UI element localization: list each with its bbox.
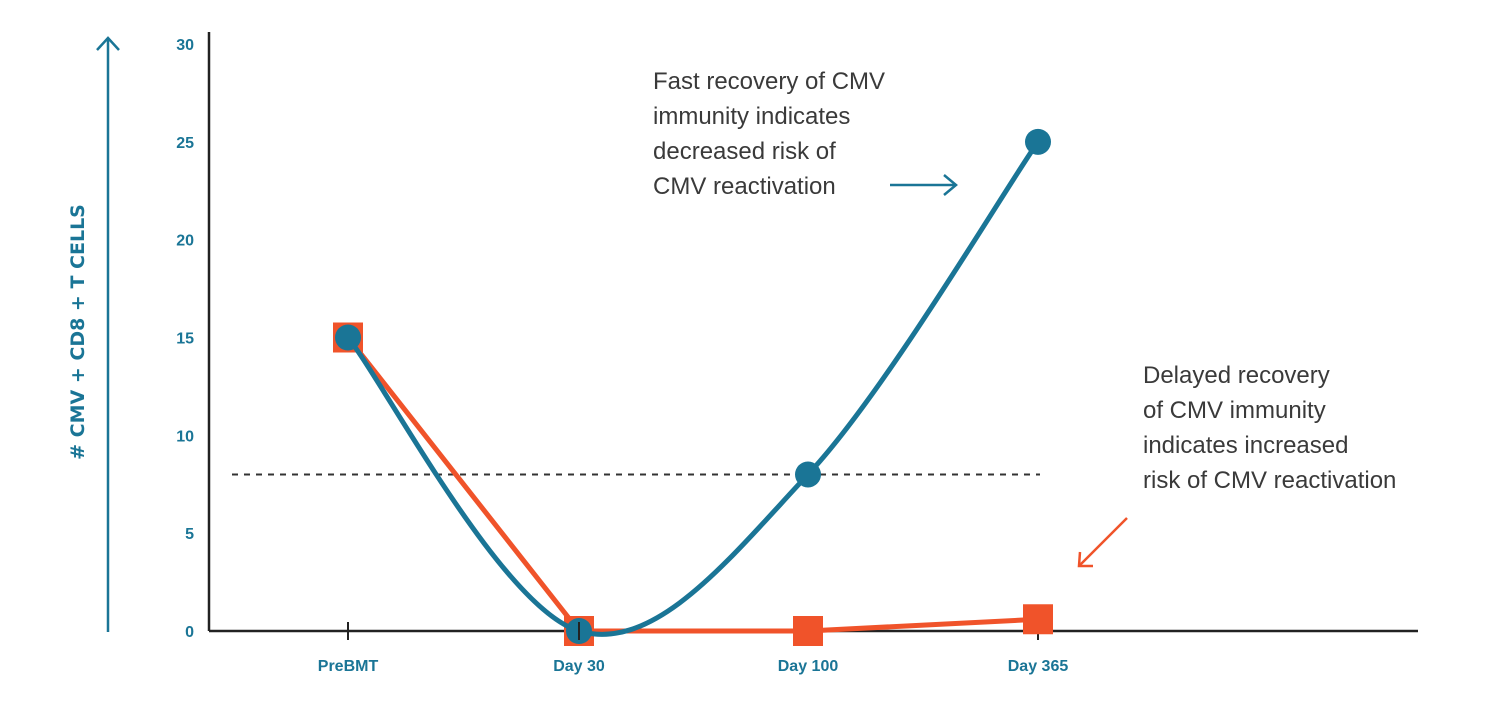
annotation-fast-line: CMV reactivation [653,173,836,200]
series-line-delayed [346,335,1039,634]
x-tick-label: PreBMT [318,658,379,675]
x-tick-label: Day 365 [1008,658,1069,675]
x-tick-label: Day 100 [778,658,839,675]
y-tick-labels: 0 5 10 15 20 25 30 [176,37,194,641]
annotation-fast-line: decreased risk of [653,138,836,165]
arrow-right-icon [890,174,958,196]
data-point-square [1023,604,1053,635]
annotation-delayed-line: risk of CMV reactivation [1143,467,1396,494]
annotation-fast-line: immunity indicates [653,103,850,130]
arrow-down-left-icon [1077,517,1128,568]
y-tick-label: 0 [185,624,194,641]
y-tick-label: 30 [176,37,194,54]
annotation-delayed: Delayed recovery of CMV immunity indicat… [1143,362,1396,494]
data-point-circle [1025,128,1051,155]
annotation-delayed-line: of CMV immunity [1143,397,1326,424]
annotation-delayed-line: indicates increased [1143,432,1348,459]
series-line-fast [345,139,1041,637]
annotation-fast: Fast recovery of CMV immunity indicates … [653,68,892,200]
y-axis-label: # CMV + CD8 + T CELLS [67,204,89,460]
y-tick-label: 10 [176,428,194,445]
y-tick-label: 5 [185,526,194,543]
data-point-circle [335,324,361,351]
y-tick-label: 15 [176,331,194,348]
data-point-circle [795,461,821,488]
ylabel-arrow-head-icon [96,36,120,51]
x-tick-label: Day 30 [553,658,605,675]
annotation-delayed-line: Delayed recovery [1143,362,1330,389]
annotation-fast-line: Fast recovery of CMV [653,68,885,95]
data-point-square [793,616,823,646]
series-layer [333,128,1053,646]
y-tick-label: 20 [176,233,194,250]
y-tick-label: 25 [176,135,194,152]
